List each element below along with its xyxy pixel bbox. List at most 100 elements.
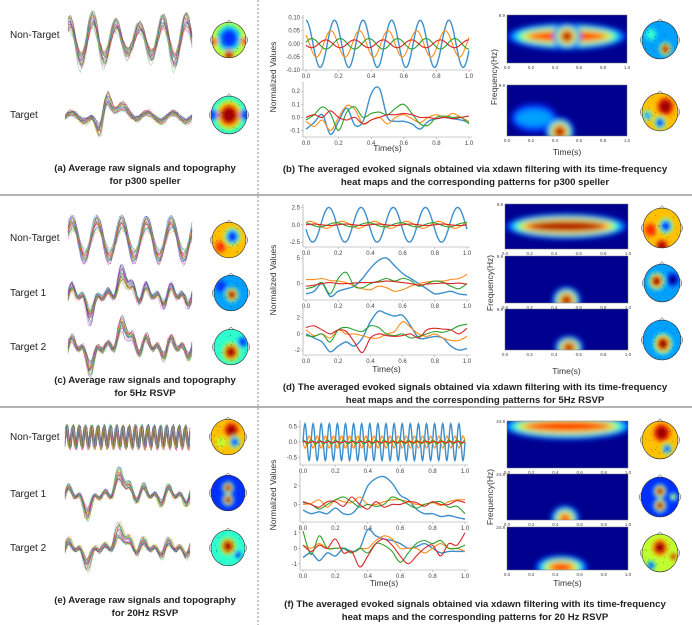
y-tick-label: 0	[294, 502, 298, 508]
caption-d-line-1: (d) The averaged evoked signals obtained…	[283, 382, 668, 393]
raw-signal-trace	[64, 474, 191, 512]
heatmap	[504, 255, 629, 304]
caption-c-line-1: (c) Average raw signals and topography	[54, 375, 236, 386]
y-top-label: 9.9	[499, 83, 506, 88]
axes-spine	[299, 420, 468, 466]
x-tick-label: 0.2	[528, 572, 535, 577]
x-tick-label: 0.6	[400, 141, 409, 147]
raw-signal-trace	[67, 229, 193, 253]
x-tick-label: 0.2	[334, 304, 343, 310]
x-tick-label: 0.6	[400, 74, 409, 80]
x-tick-label: 0.8	[428, 574, 437, 580]
heat-blob	[562, 32, 572, 41]
series-line-red	[305, 110, 470, 125]
y-axis-label: Normalized Values	[268, 42, 278, 113]
axes-spine	[299, 525, 468, 571]
subplot	[298, 420, 468, 467]
x-tick-label: 0.6	[396, 574, 405, 580]
x-tick-label: 1.0	[461, 526, 470, 532]
raw-signal-trace	[67, 278, 193, 315]
heat-blob	[555, 127, 565, 136]
y-axis-label: Normalized Values	[268, 460, 278, 531]
x-tick-label: 0.0	[504, 65, 511, 70]
y-tick-label: -0.1	[290, 128, 301, 134]
y-tick-label: 0.1	[292, 102, 301, 108]
evoked-signal-chart-b	[301, 15, 472, 139]
x-tick-label: 0.4	[551, 305, 558, 310]
heat-blob	[564, 343, 574, 350]
time-frequency-heatmaps-d	[504, 203, 629, 351]
caption-d-line-2: heat maps and the corresponding patterns…	[346, 395, 605, 406]
series-line-orange	[302, 496, 466, 508]
y-tick-label: -2.5	[290, 240, 301, 246]
heat-blob	[530, 222, 603, 231]
raw-signal-trace	[67, 216, 193, 261]
heatmap	[504, 203, 629, 250]
pattern-topography-map	[640, 531, 680, 573]
raw-signal-trace	[64, 528, 191, 562]
y-tick-label: 0.05	[288, 29, 300, 35]
pattern-topography-map	[640, 418, 680, 460]
raw-signal-trace	[67, 11, 193, 67]
x-tick-label: 0.2	[331, 469, 340, 475]
x-tick-label: 0.8	[432, 141, 441, 147]
y-axis-label: Frequency(Hz)	[485, 255, 495, 311]
heatmap	[506, 14, 628, 64]
caption-e-line-2: for 20Hz RSVP	[112, 608, 179, 619]
raw-signal-trace	[64, 536, 191, 562]
topography-map	[212, 326, 250, 366]
x-tick-label: 1.0	[625, 522, 632, 527]
series-line-green	[302, 531, 466, 563]
x-tick-label: 0.2	[528, 470, 535, 475]
x-tick-label: 0.2	[528, 65, 535, 70]
topography-map	[209, 416, 247, 456]
row-label: Target 1	[10, 288, 47, 299]
heat-blob	[560, 514, 570, 520]
raw-signal-trace	[64, 468, 191, 522]
raw-signal-bundle	[64, 521, 191, 574]
raw-signal-trace	[67, 321, 193, 369]
row-label: Target 2	[10, 543, 47, 554]
y-tick-label: 0.10	[288, 16, 300, 22]
caption-b-line-2: heat maps and the corresponding patterns…	[341, 177, 609, 188]
x-tick-label: 0.2	[334, 251, 343, 257]
raw-signal-trace	[67, 322, 193, 371]
x-tick-label: 0.2	[528, 522, 535, 527]
raw-signal-trace	[64, 104, 193, 129]
y-top-label: 9.9	[497, 202, 504, 207]
x-tick-label: 0.4	[552, 572, 559, 577]
topography-map	[210, 219, 248, 259]
y-top-label: 9.9	[499, 13, 506, 18]
axes-spine	[302, 308, 470, 356]
y-tick-label: 1	[294, 531, 298, 537]
raw-signal-trace	[64, 521, 191, 570]
x-tick-label: 0.0	[299, 526, 308, 532]
raw-signal-trace	[67, 317, 193, 379]
x-tick-label: 0.2	[331, 526, 340, 532]
x-tick-label: 1.0	[465, 141, 474, 147]
raw-signal-trace	[67, 24, 193, 55]
x-tick-label: 0.0	[299, 469, 308, 475]
x-tick-label: 1.0	[625, 305, 632, 310]
x-tick-label: 0.0	[504, 470, 511, 475]
y-tick-label: 0	[294, 546, 298, 552]
row-label: Target 1	[10, 489, 47, 500]
y-top-label: 24.8	[496, 419, 505, 424]
raw-signal-trace	[64, 471, 191, 519]
x-tick-label: 0.0	[302, 304, 311, 310]
x-axis-label: Time(s)	[552, 366, 581, 376]
y-axis-label: Frequency(Hz)	[485, 469, 495, 525]
x-tick-label: 0.6	[396, 526, 405, 532]
y-tick-label: 5	[297, 256, 301, 262]
raw-signal-trace	[64, 93, 193, 137]
raw-signal-trace	[67, 10, 193, 67]
series-line-blue	[305, 19, 470, 69]
x-tick-label: 0.0	[302, 359, 311, 365]
y-tick-label: 0.5	[289, 425, 298, 431]
y-tick-label: 0	[297, 332, 301, 338]
caption-f-line-1: (f) The averaged evoked signals obtained…	[284, 599, 666, 610]
raw-signal-trace	[67, 264, 193, 327]
x-tick-label: 0.6	[576, 251, 583, 256]
x-tick-label: 0.6	[576, 470, 583, 475]
topography-map	[209, 472, 247, 512]
